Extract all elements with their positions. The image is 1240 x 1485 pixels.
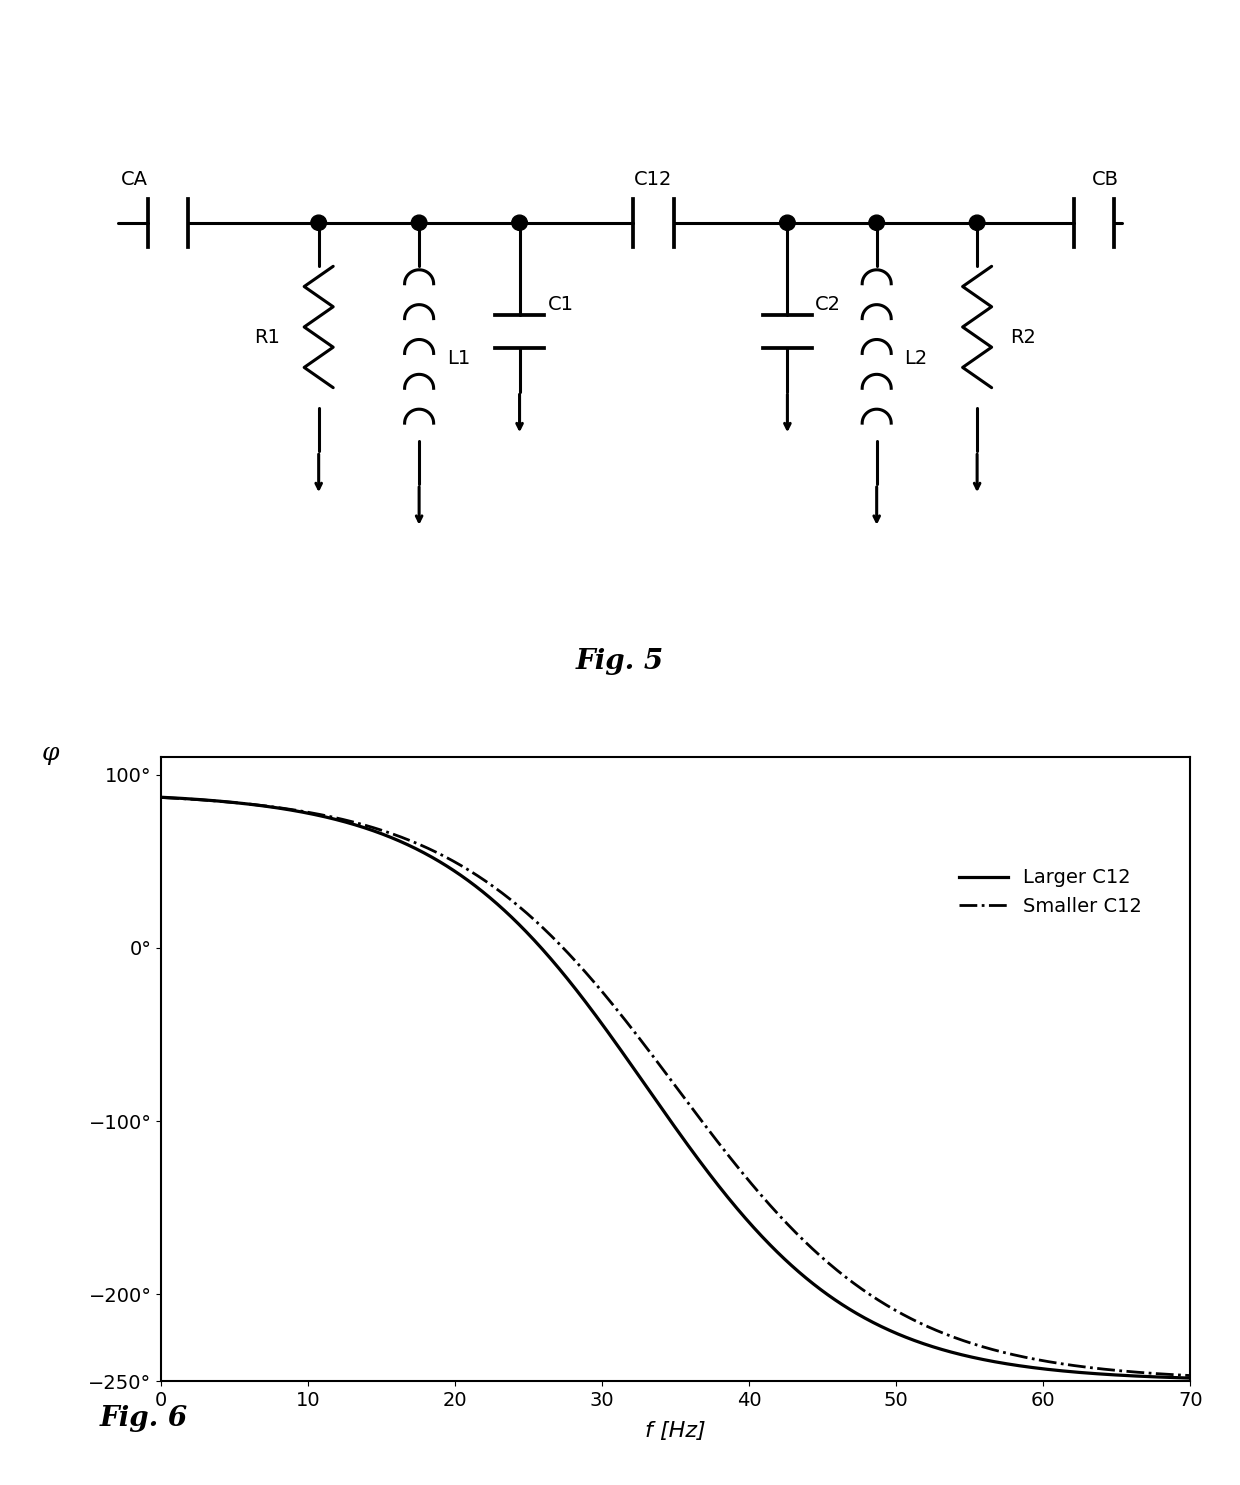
- Smaller C12: [154, 789, 169, 806]
- Larger C12: [1183, 1369, 1198, 1387]
- Line: Smaller C12: Smaller C12: [161, 797, 1190, 1375]
- Smaller C12: [259, 797, 274, 815]
- Text: CB: CB: [1092, 169, 1118, 189]
- Smaller C12: [975, 1338, 990, 1356]
- Larger C12: [956, 1347, 971, 1365]
- Larger C12: [861, 1311, 875, 1329]
- Circle shape: [970, 215, 985, 230]
- Circle shape: [512, 215, 527, 230]
- Larger C12: [154, 789, 169, 806]
- Smaller C12: [956, 1332, 971, 1350]
- Text: Fig. 6: Fig. 6: [99, 1405, 187, 1432]
- Smaller C12: [861, 1285, 875, 1302]
- Circle shape: [780, 215, 795, 230]
- Smaller C12: [570, 955, 585, 973]
- Larger C12: [975, 1350, 990, 1368]
- Text: L2: L2: [905, 349, 928, 368]
- X-axis label: f [Hz]: f [Hz]: [646, 1421, 706, 1440]
- Text: L1: L1: [448, 349, 470, 368]
- Circle shape: [311, 215, 326, 230]
- Smaller C12: [1183, 1366, 1198, 1384]
- Circle shape: [869, 215, 884, 230]
- Smaller C12: [608, 998, 622, 1016]
- Circle shape: [412, 215, 427, 230]
- Larger C12: [259, 797, 274, 815]
- Text: CA: CA: [122, 169, 148, 189]
- Larger C12: [608, 1032, 622, 1050]
- Text: R2: R2: [1011, 328, 1037, 346]
- Text: C1: C1: [548, 296, 573, 313]
- Text: R1: R1: [254, 328, 280, 346]
- Text: C12: C12: [635, 169, 672, 189]
- Text: Fig. 5: Fig. 5: [575, 649, 665, 676]
- Legend: Larger C12, Smaller C12: Larger C12, Smaller C12: [951, 861, 1149, 924]
- Text: C2: C2: [816, 296, 841, 313]
- Larger C12: [570, 983, 585, 1001]
- Line: Larger C12: Larger C12: [161, 797, 1190, 1378]
- Text: φ: φ: [42, 742, 60, 765]
